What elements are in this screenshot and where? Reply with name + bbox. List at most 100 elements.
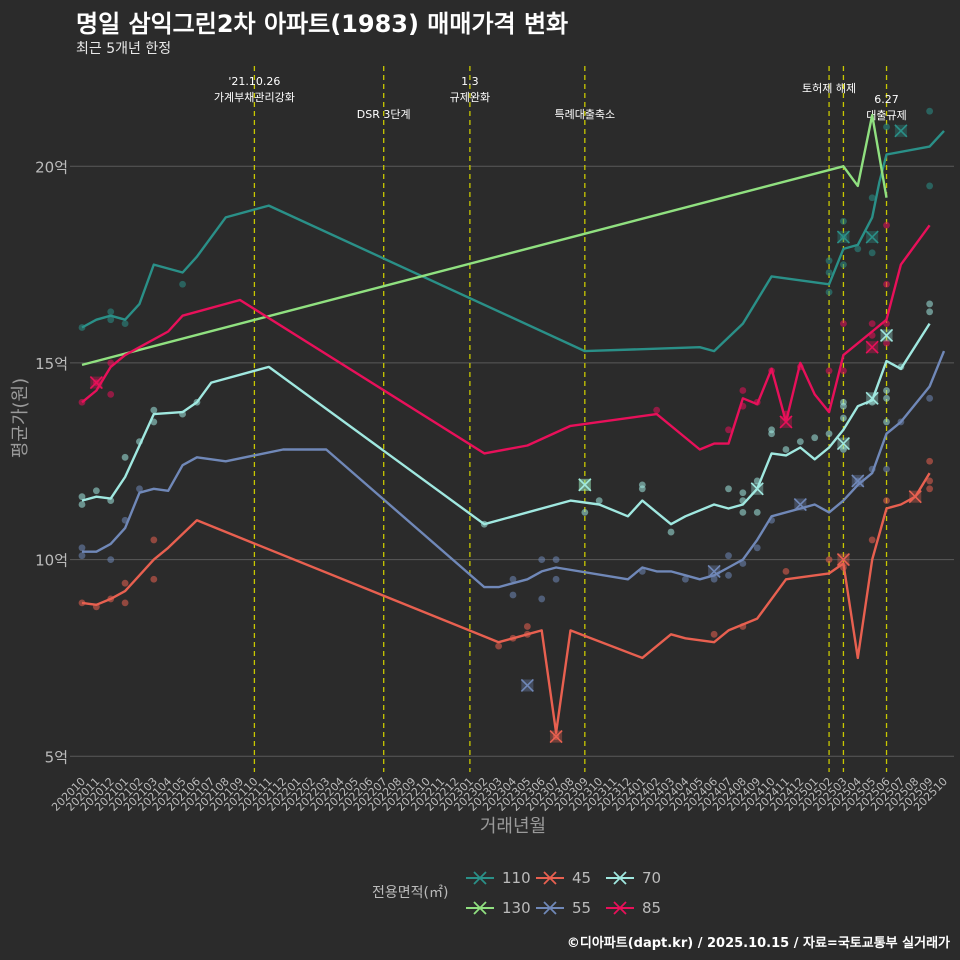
- event-label: 6.27: [874, 93, 899, 106]
- cross-marker-70: [750, 482, 764, 496]
- data-point-110: [854, 245, 862, 253]
- legend-title: 전용면적(㎡): [372, 885, 449, 901]
- chart-title: 명일 삼익그린2차 아파트(1983) 매매가격 변화: [76, 10, 569, 38]
- event-label: 1.3: [461, 75, 479, 88]
- data-point-70: [825, 430, 833, 438]
- axes: 5억10억15억20억평균가(원)20201020201120201220210…: [10, 158, 950, 837]
- data-point-110: [107, 308, 115, 316]
- data-point-85: [739, 387, 747, 394]
- y-tick-label: 20억: [35, 158, 68, 176]
- data-point-70: [926, 308, 934, 316]
- data-point-110: [825, 257, 833, 265]
- legend-swatch-cross: [543, 871, 557, 885]
- series-line-45: [81, 472, 931, 734]
- legend-swatch-cross: [543, 901, 557, 915]
- data-point-45: [495, 642, 503, 650]
- data-point-70: [840, 414, 847, 422]
- cross-marker-55: [707, 564, 721, 578]
- source-caption: ©디아파트(dapt.kr) / 2025.10.15 / 자료=국토교통부 실…: [566, 936, 950, 951]
- data-point-70: [92, 487, 100, 495]
- cross-marker-55: [851, 474, 865, 488]
- legend-label: 85: [642, 899, 662, 917]
- data-point-70: [753, 509, 761, 516]
- data-point-45: [782, 568, 790, 575]
- data-point-110: [840, 261, 847, 268]
- legend-swatch-cross: [613, 901, 627, 915]
- data-point-85: [883, 339, 890, 347]
- data-point-45: [926, 457, 934, 465]
- cross-marker-110: [836, 230, 850, 244]
- data-point-70: [78, 501, 86, 508]
- data-point-70: [595, 497, 603, 504]
- data-point-45: [523, 623, 531, 630]
- legend-swatch: [466, 901, 494, 915]
- legend-label: 130: [502, 899, 531, 917]
- series-line-85: [81, 224, 931, 455]
- data-point-110: [926, 182, 934, 190]
- grid-lines: [70, 165, 954, 757]
- data-point-70: [883, 394, 890, 402]
- legend-swatch: [536, 901, 564, 915]
- cross-marker-45: [836, 553, 850, 567]
- data-point-85: [868, 320, 876, 327]
- data-point-70: [78, 493, 86, 501]
- cross-marker-110: [865, 230, 879, 244]
- data-point-55: [509, 591, 517, 599]
- data-point-110: [121, 320, 129, 327]
- series-line-130: [81, 113, 888, 367]
- data-point-55: [883, 465, 890, 473]
- data-point-45: [926, 477, 934, 485]
- data-point-110: [883, 123, 890, 131]
- cross-marker-85: [779, 415, 793, 429]
- legend-swatch-cross: [473, 871, 487, 885]
- data-point-110: [179, 280, 186, 288]
- data-point-85: [107, 391, 115, 398]
- data-point-45: [150, 536, 158, 544]
- legend-label: 45: [572, 869, 592, 887]
- legend-swatch-cross: [613, 871, 627, 885]
- event-label: 특례대출축소: [554, 108, 615, 121]
- event-label: 가계부채관리강화: [214, 91, 295, 104]
- data-point-45: [868, 536, 876, 544]
- data-point-45: [883, 497, 890, 504]
- legend-item-130: 130: [464, 898, 544, 918]
- legend-item-85: 85: [604, 898, 684, 918]
- cross-marker-55: [520, 678, 534, 693]
- data-point-70: [926, 300, 934, 308]
- data-point-70: [883, 387, 890, 394]
- data-point-45: [710, 630, 718, 638]
- event-label: 규제완화: [450, 91, 490, 104]
- data-point-55: [78, 552, 86, 560]
- event-label: DSR 3단계: [357, 108, 411, 121]
- data-point-70: [739, 489, 747, 497]
- data-point-45: [926, 485, 934, 493]
- data-point-55: [926, 394, 934, 402]
- data-point-55: [682, 575, 689, 583]
- data-point-70: [667, 528, 675, 536]
- data-point-45: [78, 599, 86, 607]
- cross-marker-45: [908, 490, 922, 504]
- data-point-55: [107, 556, 115, 563]
- event-label: 대출규제: [866, 109, 906, 122]
- data-point-110: [825, 288, 833, 296]
- data-point-70: [796, 438, 804, 445]
- data-point-110: [107, 316, 115, 324]
- cross-marker-85: [865, 340, 879, 354]
- y-tick-label: 15억: [35, 355, 68, 373]
- cross-marker-110: [894, 124, 908, 138]
- data-point-110: [868, 194, 876, 202]
- data-point-85: [840, 320, 847, 327]
- cross-marker-70: [836, 437, 850, 451]
- cross-marker-70: [879, 328, 894, 342]
- data-point-70: [150, 406, 158, 414]
- data-point-45: [150, 575, 158, 583]
- data-point-55: [136, 485, 143, 493]
- data-point-70: [840, 446, 847, 453]
- data-point-45: [121, 599, 129, 607]
- data-point-85: [840, 367, 847, 375]
- data-point-85: [653, 406, 661, 414]
- data-point-55: [710, 575, 718, 583]
- series-line-70: [81, 322, 931, 526]
